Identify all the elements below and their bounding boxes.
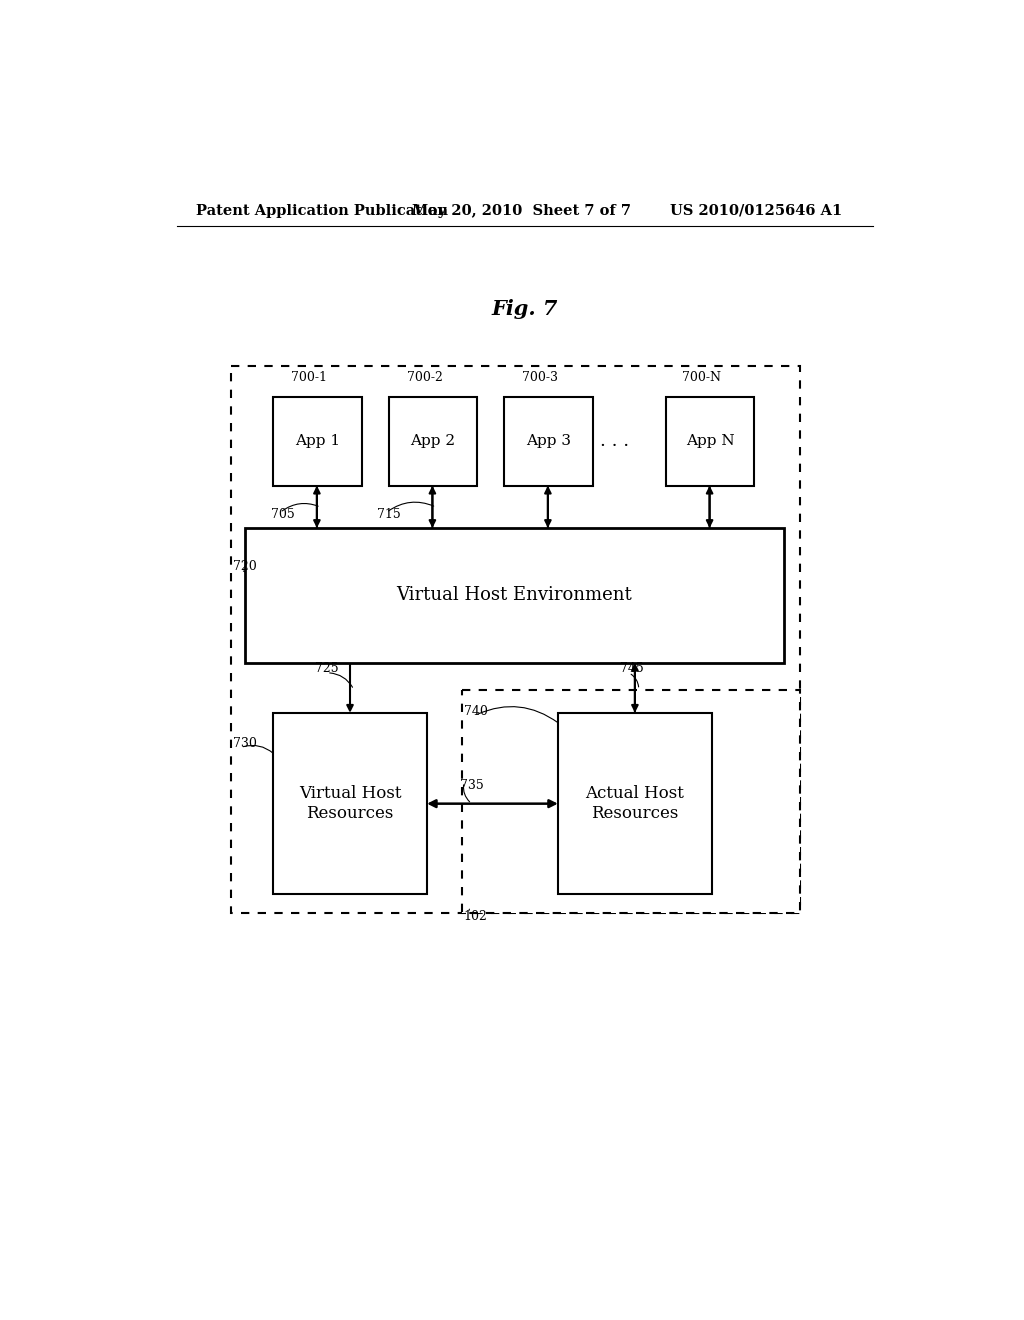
Bar (273, 713, 427, 894)
Text: Patent Application Publication: Patent Application Publication (196, 203, 449, 218)
Bar (666, 397, 755, 486)
Bar (462, 689, 801, 913)
Text: 700-1: 700-1 (291, 371, 328, 384)
Bar (245, 528, 783, 663)
Text: 102: 102 (463, 909, 487, 923)
Text: 735: 735 (460, 779, 484, 792)
Text: 705: 705 (270, 508, 295, 521)
Text: Virtual Host
Resources: Virtual Host Resources (299, 785, 401, 821)
Text: 740: 740 (464, 705, 487, 718)
Text: App 2: App 2 (411, 434, 456, 449)
Bar (388, 397, 477, 486)
Text: Actual Host
Resources: Actual Host Resources (586, 785, 684, 821)
Text: App 3: App 3 (525, 434, 570, 449)
Text: 725: 725 (315, 663, 339, 676)
Text: Fig. 7: Fig. 7 (492, 298, 558, 318)
Text: . . .: . . . (600, 432, 629, 450)
Text: 730: 730 (233, 737, 257, 750)
Text: 700-2: 700-2 (407, 371, 442, 384)
Bar (558, 713, 712, 894)
Text: US 2010/0125646 A1: US 2010/0125646 A1 (670, 203, 842, 218)
Bar (230, 367, 801, 913)
Text: 715: 715 (377, 508, 400, 521)
Text: App N: App N (686, 434, 734, 449)
Text: 700-N: 700-N (682, 371, 721, 384)
Text: Virtual Host Environment: Virtual Host Environment (396, 586, 632, 605)
Text: 700-3: 700-3 (522, 371, 558, 384)
Bar (273, 397, 361, 486)
Text: 720: 720 (233, 560, 257, 573)
Text: May 20, 2010  Sheet 7 of 7: May 20, 2010 Sheet 7 of 7 (412, 203, 631, 218)
Text: App 1: App 1 (295, 434, 340, 449)
Text: 745: 745 (620, 663, 643, 676)
Bar (504, 397, 593, 486)
